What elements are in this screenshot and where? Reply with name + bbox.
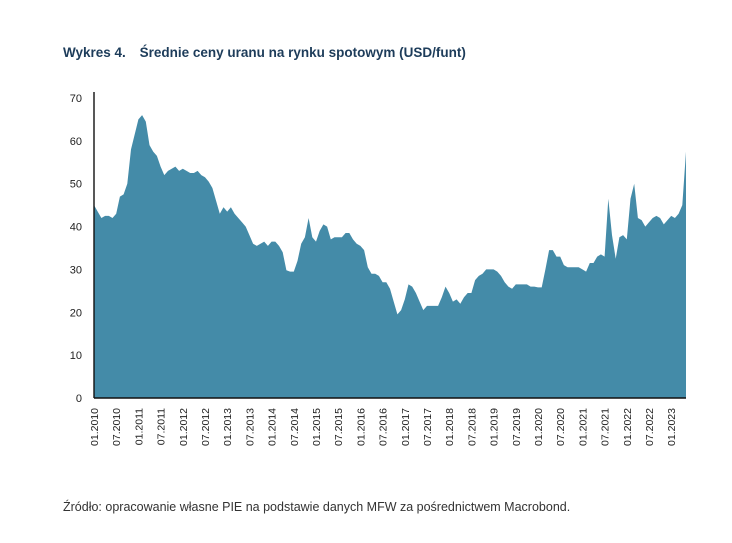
y-axis-ticks: 0 10 20 30 40 50 60 70 (70, 93, 82, 405)
figure-title: Średnie ceny uranu na rynku spotowym (US… (139, 45, 466, 60)
x-tick-label: 07.2020 (555, 408, 567, 446)
y-tick-label: 60 (70, 136, 82, 148)
x-tick-label: 01.2015 (311, 408, 323, 446)
y-tick-label: 10 (70, 350, 82, 362)
figure-number: Wykres 4. (63, 45, 126, 60)
x-tick-label: 07.2012 (200, 408, 212, 446)
x-tick-label: 01.2012 (178, 408, 190, 446)
x-tick-label: 07.2013 (244, 408, 256, 446)
y-tick-label: 50 (70, 179, 82, 191)
price-area-series (94, 115, 686, 398)
y-tick-label: 0 (76, 393, 82, 405)
x-tick-label: 07.2016 (378, 408, 390, 446)
x-tick-label: 01.2021 (577, 408, 589, 446)
y-tick-label: 20 (70, 307, 82, 319)
x-axis-ticks: 01.2010 07.2010 01.2011 07.2011 01.2012 07.20… (89, 408, 678, 446)
x-tick-label: 01.2019 (489, 408, 501, 446)
y-tick-label: 40 (70, 222, 82, 234)
y-tick-label: 30 (70, 264, 82, 276)
x-tick-label: 07.2015 (333, 408, 345, 446)
x-tick-label: 07.2019 (511, 408, 523, 446)
x-tick-label: 07.2014 (289, 408, 301, 446)
x-tick-label: 01.2011 (133, 408, 145, 445)
x-tick-label: 01.2018 (444, 408, 456, 446)
x-tick-label: 07.2011 (156, 408, 168, 445)
x-tick-label: 01.2023 (666, 408, 678, 446)
x-tick-label: 01.2014 (267, 408, 279, 446)
x-tick-label: 01.2020 (533, 408, 545, 446)
x-tick-label: 01.2016 (355, 408, 367, 446)
x-tick-label: 01.2022 (622, 408, 634, 446)
chart-title: Wykres 4. Średnie ceny uranu na rynku sp… (63, 45, 466, 60)
x-tick-label: 01.2017 (400, 408, 412, 446)
y-tick-label: 70 (70, 93, 82, 105)
x-tick-label: 07.2010 (111, 408, 123, 446)
area-chart: 0 10 20 30 40 50 60 70 01.2010 07.2010 01.2011 07.… (70, 92, 686, 446)
x-tick-label: 01.2013 (222, 408, 234, 446)
x-tick-label: 07.2018 (466, 408, 478, 446)
x-tick-label: 07.2022 (644, 408, 656, 446)
x-tick-label: 07.2017 (422, 408, 434, 446)
x-tick-label: 01.2010 (89, 408, 101, 446)
x-tick-label: 07.2021 (600, 408, 612, 446)
source-note: Źródło: opracowanie własne PIE na podsta… (63, 500, 571, 514)
